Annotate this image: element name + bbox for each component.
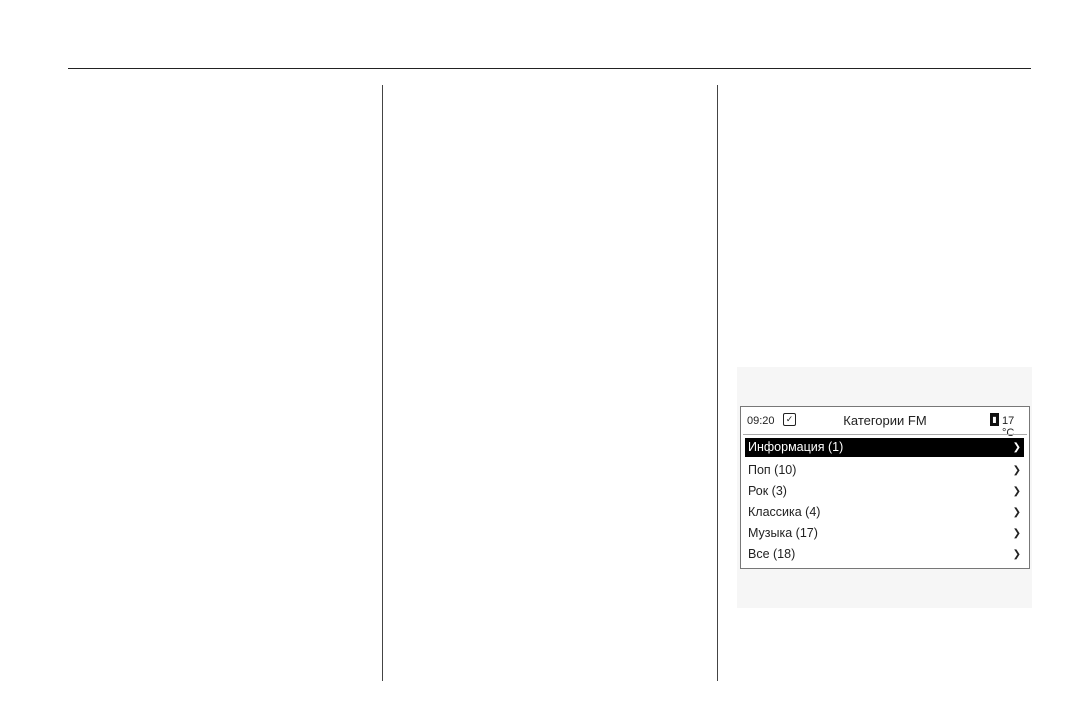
header-rule: [68, 68, 1031, 69]
list-item[interactable]: Музыка (17) ❯: [745, 524, 1024, 543]
screen-title: Категории FM: [843, 413, 927, 428]
list-item[interactable]: Поп (10) ❯: [745, 461, 1024, 480]
clock-time: 09:20: [747, 415, 775, 427]
column-divider: [382, 85, 383, 681]
divider: [743, 434, 1027, 435]
item-label: Классика (4): [748, 505, 821, 519]
chevron-right-icon: ❯: [1012, 465, 1021, 476]
list-item[interactable]: Информация (1) ❯: [745, 438, 1024, 457]
chevron-right-icon: ❯: [1012, 442, 1021, 453]
column-divider: [717, 85, 718, 681]
display-screen: 09:20 ✓ Категории FM ▮ 17 °C Информация …: [740, 406, 1030, 569]
thermometer-icon: ▮: [990, 413, 999, 426]
clock-check-icon: ✓: [783, 413, 796, 426]
list-item[interactable]: Все (18) ❯: [745, 545, 1024, 564]
list-item[interactable]: Рок (3) ❯: [745, 482, 1024, 501]
list-item[interactable]: Классика (4) ❯: [745, 503, 1024, 522]
item-label: Поп (10): [748, 463, 797, 477]
chevron-right-icon: ❯: [1012, 528, 1021, 539]
chevron-right-icon: ❯: [1012, 507, 1021, 518]
item-label: Информация (1): [748, 440, 844, 454]
chevron-right-icon: ❯: [1012, 549, 1021, 560]
item-label: Все (18): [748, 547, 796, 561]
item-label: Рок (3): [748, 484, 787, 498]
chevron-right-icon: ❯: [1012, 486, 1021, 497]
temperature: 17 °C: [1002, 415, 1015, 439]
status-bar: 09:20 ✓ Категории FM ▮ 17 °C: [741, 407, 1029, 439]
item-label: Музыка (17): [748, 526, 818, 540]
